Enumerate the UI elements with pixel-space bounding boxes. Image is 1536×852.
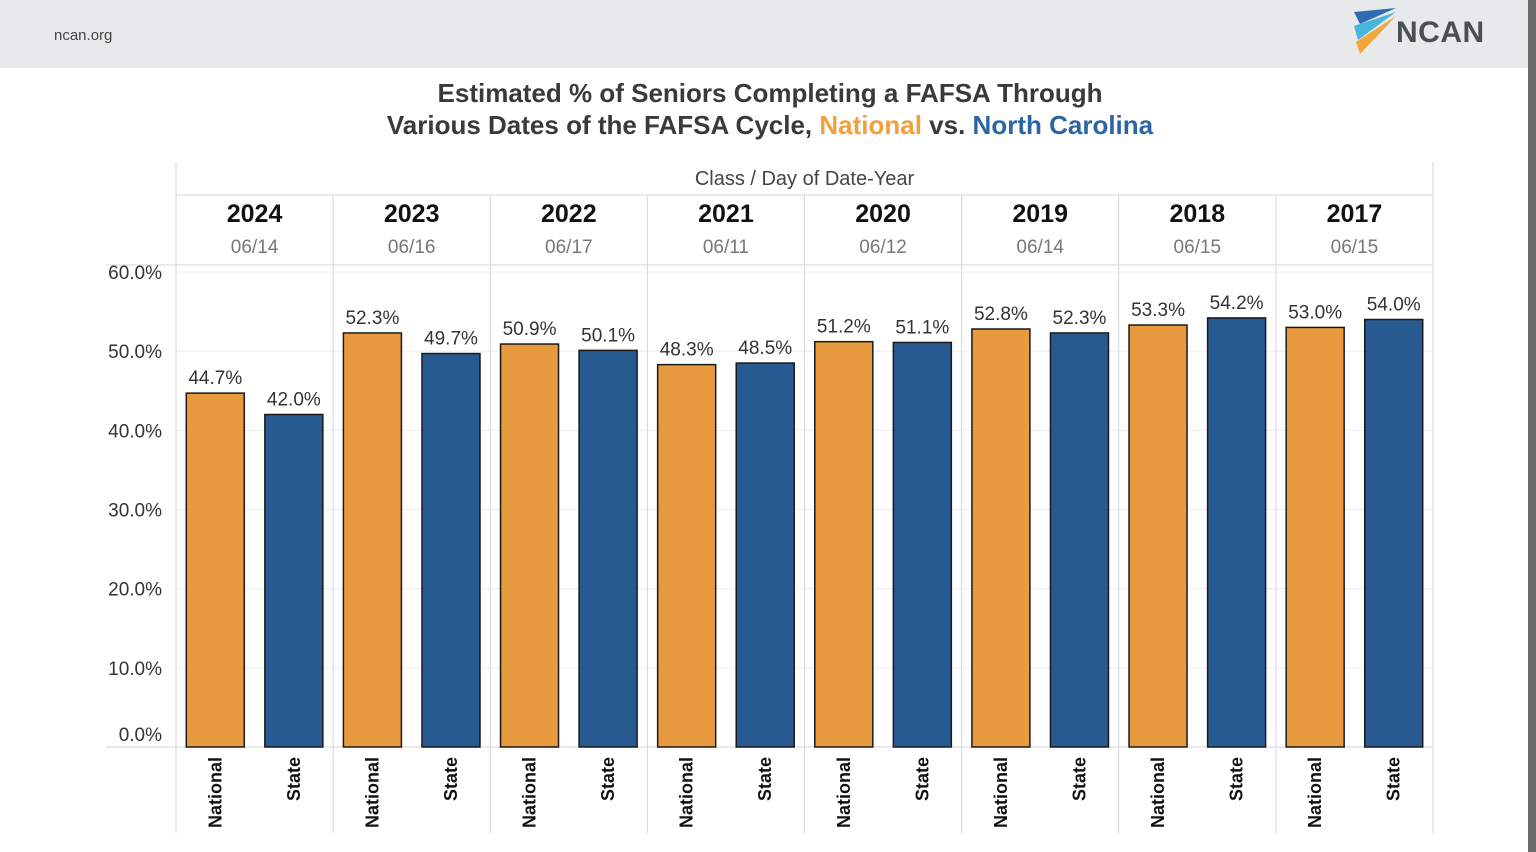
year-label: 2021 (698, 200, 754, 228)
data-label: 52.3% (1053, 308, 1107, 329)
year-label: 2019 (1012, 200, 1068, 228)
logo-text: NCAN (1396, 16, 1485, 49)
year-label: 2017 (1327, 200, 1383, 228)
bar-state (1049, 332, 1110, 748)
category-label: State (912, 757, 932, 801)
date-label: 06/15 (1174, 237, 1222, 258)
category-label: National (1148, 757, 1168, 828)
title-vs: vs. (921, 110, 973, 140)
bar-state (264, 413, 324, 748)
category-label: State (441, 757, 461, 801)
bar-national (342, 332, 403, 748)
data-label: 48.3% (660, 340, 714, 361)
date-label: 06/14 (1016, 237, 1064, 258)
y-tick-label: 0.0% (119, 725, 162, 746)
data-label: 54.0% (1367, 295, 1421, 316)
year-label: 2018 (1170, 200, 1226, 228)
bar-national (185, 392, 246, 748)
chart-title-line-2: Various Dates of the FAFSA Cycle, Nation… (270, 110, 1270, 141)
date-label: 06/11 (703, 237, 749, 258)
ncan-logo-mark-icon (1354, 8, 1396, 54)
data-label: 52.3% (345, 308, 399, 329)
date-label: 06/14 (231, 237, 279, 258)
bar-state (421, 352, 481, 748)
title-prefix: Various Dates of the FAFSA Cycle, (386, 110, 820, 140)
data-label: 48.5% (738, 338, 792, 359)
data-label: 50.1% (581, 325, 635, 346)
bar-national (814, 340, 874, 748)
date-label: 06/12 (859, 237, 907, 258)
category-label: State (284, 757, 304, 801)
bar-national (1128, 324, 1188, 748)
category-label: National (1305, 757, 1325, 828)
bar-national (656, 363, 717, 748)
category-label: National (834, 757, 854, 828)
title-state: North Carolina (972, 110, 1154, 140)
y-tick-label: 60.0% (108, 263, 162, 284)
category-label: National (677, 757, 697, 828)
category-label: National (991, 757, 1011, 828)
data-label: 42.0% (267, 390, 321, 411)
data-label: 54.2% (1210, 293, 1264, 314)
date-label: 06/17 (545, 237, 593, 258)
year-label: 2023 (384, 200, 440, 228)
data-label: 44.7% (188, 368, 242, 389)
column-header-label: Class / Day of Date-Year (695, 168, 915, 190)
bar-state (1206, 317, 1267, 748)
category-label: National (205, 757, 225, 828)
category-label: State (598, 757, 618, 801)
data-label: 51.1% (895, 317, 949, 338)
y-tick-label: 20.0% (108, 580, 162, 601)
category-label: State (1227, 757, 1247, 801)
bar-national (499, 343, 560, 748)
y-tick-label: 40.0% (108, 421, 162, 442)
site-url[interactable]: ncan.org (54, 27, 113, 44)
window-edge (1528, 0, 1536, 852)
data-label: 49.7% (424, 329, 478, 350)
top-bar: ncan.org NCAN (0, 0, 1536, 68)
bar-national (1285, 326, 1345, 748)
bar-state (735, 362, 795, 748)
year-label: 2024 (227, 200, 283, 228)
y-tick-label: 50.0% (108, 342, 162, 363)
bar-state (578, 349, 638, 748)
date-label: 06/15 (1331, 237, 1379, 258)
title-national: National (819, 110, 922, 140)
category-label: State (1384, 757, 1404, 801)
data-label: 50.9% (503, 319, 557, 340)
data-label: 53.0% (1288, 302, 1342, 323)
category-label: State (1069, 757, 1089, 801)
chart-title-line-1: Estimated % of Seniors Completing a FAFS… (437, 78, 1103, 108)
date-label: 06/16 (388, 237, 436, 258)
data-label: 53.3% (1131, 300, 1185, 321)
bar-state (892, 341, 953, 748)
data-label: 51.2% (817, 317, 871, 338)
category-label: State (755, 757, 775, 801)
bar-state (1363, 318, 1424, 748)
category-label: National (520, 757, 540, 828)
bar-national (971, 328, 1031, 748)
ncan-logo[interactable]: NCAN (1352, 6, 1492, 60)
y-tick-label: 30.0% (108, 501, 162, 522)
year-label: 2022 (541, 200, 597, 228)
category-label: National (362, 757, 382, 828)
y-tick-label: 10.0% (108, 659, 162, 680)
year-label: 2020 (855, 200, 911, 228)
data-label: 52.8% (974, 304, 1028, 325)
